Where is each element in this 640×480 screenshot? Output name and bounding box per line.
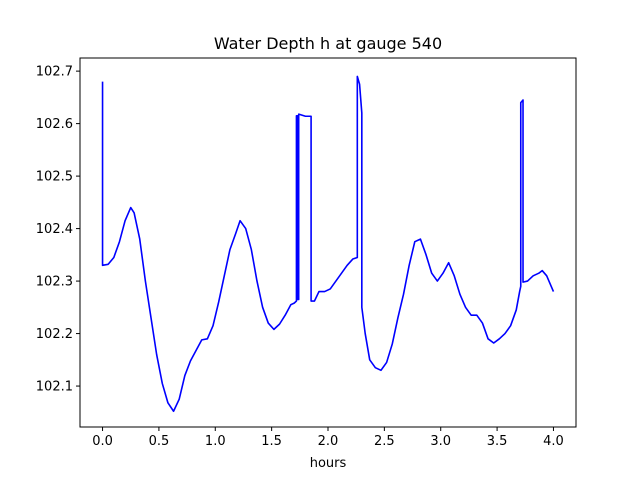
plot-layer (101, 75, 555, 413)
y-tick-label: 102.5 (36, 170, 73, 185)
y-tick-label: 102.6 (36, 117, 73, 132)
y-tick-label: 102.3 (36, 275, 73, 290)
y-tick-label: 102.4 (36, 222, 73, 237)
x-axis: 0.0 0.5 1.0 1.5 2.0 2.5 3.0 3.5 4.0 (92, 427, 564, 449)
x-tick-label: 2.5 (374, 434, 395, 449)
x-tick-label: 0.5 (149, 434, 170, 449)
series-line-0 (101, 75, 555, 413)
x-tick-label: 1.0 (205, 434, 226, 449)
x-tick-label: 0.0 (92, 434, 113, 449)
plot-frame (79, 57, 577, 428)
x-tick-label: 1.5 (261, 434, 282, 449)
x-axis-label: hours (310, 456, 347, 471)
x-tick-label: 3.0 (430, 434, 451, 449)
x-tick-label: 4.0 (543, 434, 564, 449)
y-tick-label: 102.1 (36, 380, 73, 395)
chart-title: Water Depth h at gauge 540 (214, 34, 442, 53)
x-tick-label: 2.0 (318, 434, 339, 449)
y-tick-label: 102.7 (36, 65, 73, 80)
y-axis: 102.1 102.2 102.3 102.4 102.5 102.6 102.7 (36, 65, 80, 395)
x-tick-label: 3.5 (487, 434, 508, 449)
y-tick-label: 102.2 (36, 327, 73, 342)
